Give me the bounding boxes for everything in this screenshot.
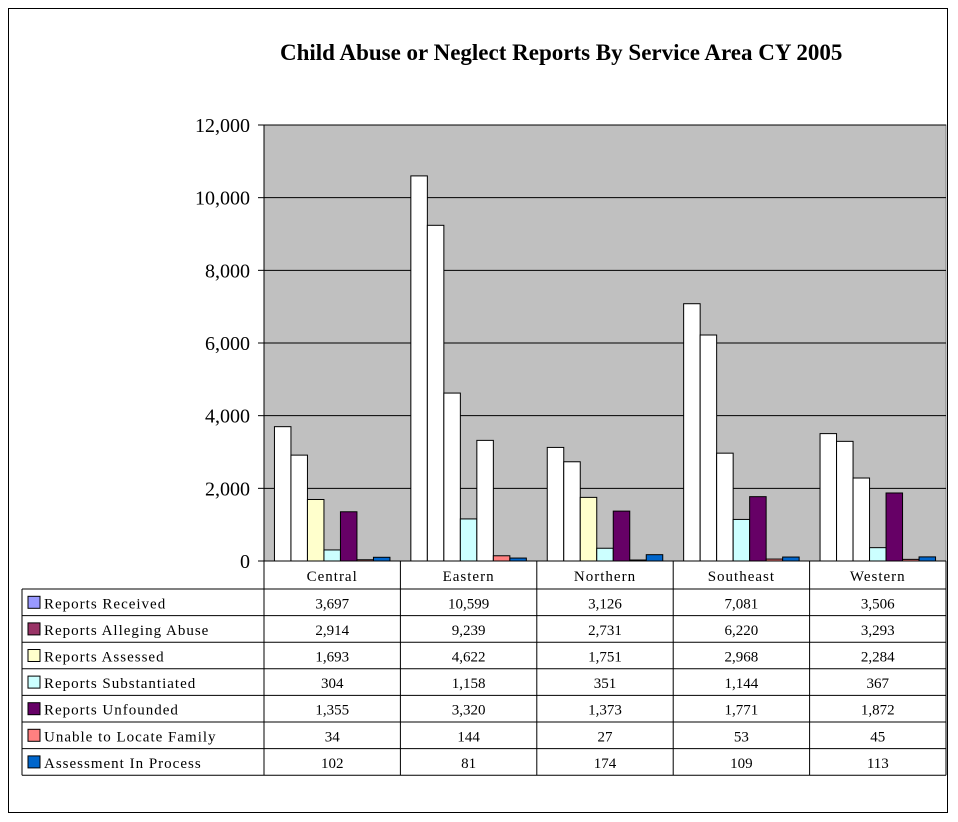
data-label: 2,914 [315,623,349,639]
bar [459,518,478,562]
category-label: Eastern [443,569,495,585]
bar [612,510,631,562]
data-label: 351 [594,676,617,692]
legend-swatch [27,649,41,662]
data-label: 2,731 [588,623,622,639]
bar [492,555,511,562]
bar [476,439,494,562]
data-label: 1,373 [588,703,622,719]
bar [546,446,565,562]
bar [443,392,461,562]
category-label: Southeast [708,569,775,585]
data-label: 3,126 [588,596,622,612]
legend-label: Reports Alleging Abuse [44,623,209,639]
category-label: Central [307,569,358,585]
bar [323,549,341,562]
y-tick-label: 4,000 [205,406,250,428]
bar [732,518,751,562]
bar [563,461,581,562]
y-tick-label: 10,000 [195,188,250,210]
bar [716,452,734,562]
y-tick-label: 6,000 [205,333,250,355]
bars [273,175,937,562]
legend-label: Unable to Locate Family [44,729,217,745]
data-table: Central Eastern Northern Southeast Western Re… [21,560,947,776]
data-label: 102 [321,756,344,772]
data-label: 1,355 [315,703,349,719]
bar [645,554,664,562]
bar [273,426,292,562]
data-label: 9,239 [452,623,486,639]
bar [372,556,391,562]
data-label: 10,599 [448,596,489,612]
data-label: 3,697 [315,596,349,612]
bar [699,334,718,562]
data-label: 6,220 [725,623,759,639]
data-label: 3,320 [452,703,486,719]
bar [852,477,871,562]
y-tick-label: 8,000 [205,260,250,282]
bar [306,498,325,562]
chart-title: Child Abuse or Neglect Reports By Servic… [280,40,843,65]
legend-swatch [27,755,41,769]
data-label: 45 [870,729,885,745]
category-label: Northern [574,569,636,585]
data-label: 3,293 [861,623,895,639]
y-tick-label: 2,000 [205,478,250,500]
legend-label: Assessment In Process [44,756,202,772]
data-label: 27 [598,729,614,745]
bar [339,511,358,562]
legend-label: Reports Assessed [44,650,165,666]
bar [683,303,701,562]
legend-swatch [27,622,41,636]
y-tick-label: 12,000 [195,115,250,137]
data-label: 2,284 [861,650,895,666]
data-label: 4,622 [452,650,486,666]
bar [918,556,937,562]
y-tick-label: 0 [240,551,250,573]
data-label: 34 [325,729,341,745]
data-label: 109 [730,756,753,772]
legend-swatch [27,595,41,609]
data-label: 1,144 [725,676,759,692]
legend-label: Reports Unfounded [44,703,179,719]
bar [836,440,854,562]
data-label: 1,872 [861,703,895,719]
data-label: 3,506 [861,596,895,612]
bar [579,496,598,562]
legend-swatch [27,702,41,716]
bar [782,556,800,562]
chart-frame [8,8,948,813]
bar [749,496,767,562]
data-label: 7,081 [725,596,759,612]
bar [410,175,428,562]
data-label: 2,968 [725,650,759,666]
plot-area [263,124,947,562]
data-label: 81 [461,756,476,772]
data-label: 174 [594,756,617,772]
legend-swatch [27,675,41,689]
bar [819,433,838,562]
legend-label: Reports Substantiated [44,676,196,692]
bar [290,454,308,562]
data-label: 1,751 [588,650,622,666]
bar [596,547,614,562]
data-label: 1,158 [452,676,486,692]
data-label: 1,693 [315,650,349,666]
legend-swatch [27,728,41,742]
legend-label: Reports Received [44,596,166,612]
data-label: 113 [867,756,889,772]
data-label: 367 [867,676,890,692]
bar [426,224,445,562]
bar [869,547,887,562]
data-label: 144 [457,729,480,745]
data-label: 1,771 [725,703,759,719]
bar [885,492,904,562]
category-label: Western [850,569,906,585]
data-label: 304 [321,676,344,692]
y-axis: 0 2,000 4,000 6,000 8,000 10,000 12,000 [195,115,265,573]
data-label: 53 [734,729,749,745]
